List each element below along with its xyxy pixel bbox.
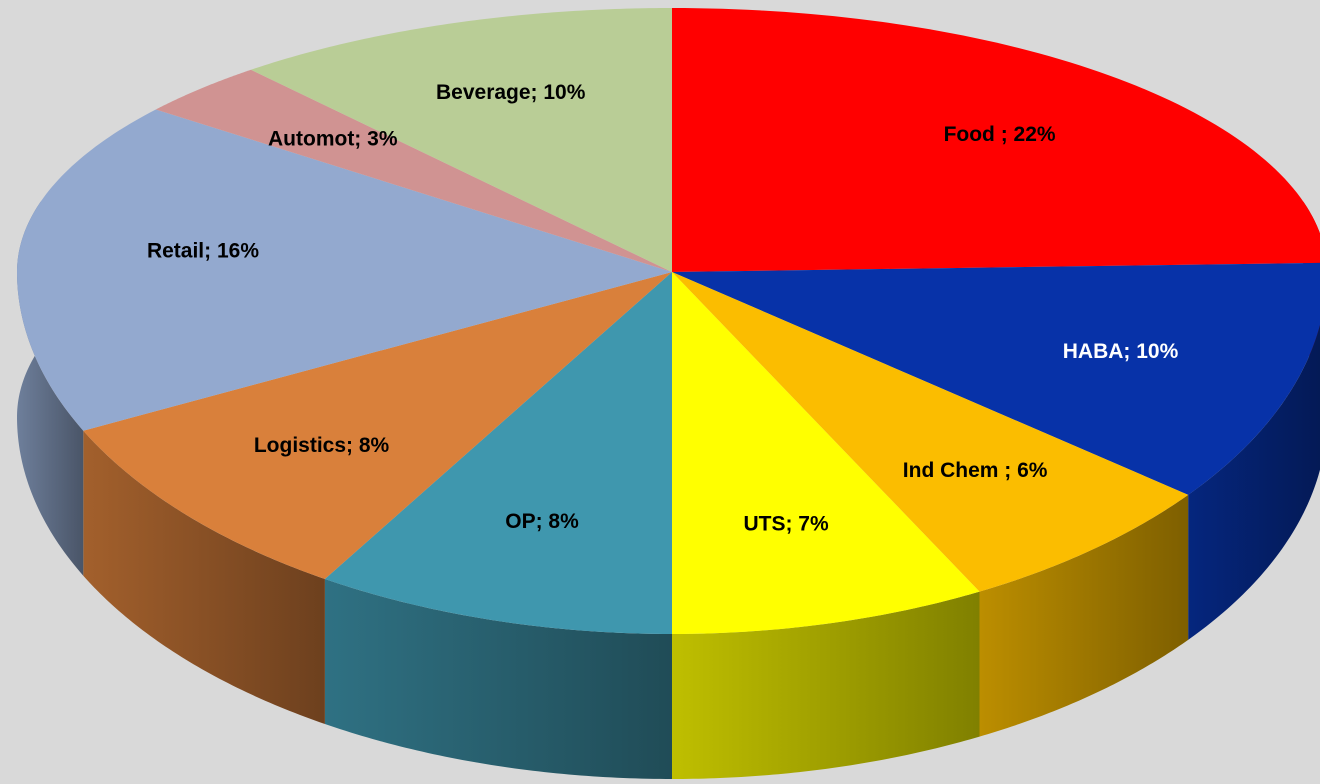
- slice-side: [83, 430, 325, 724]
- data-label: Automot; 3%: [268, 128, 398, 151]
- slice-side: [672, 591, 980, 779]
- slice: [672, 8, 1320, 272]
- slice: [672, 272, 980, 634]
- slice: [672, 262, 1320, 495]
- slice-side: [1188, 324, 1320, 640]
- slice: [672, 272, 1189, 592]
- data-label: HABA; 10%: [1063, 340, 1179, 363]
- slice-side: [979, 494, 1189, 737]
- slice: [250, 8, 672, 272]
- data-label: UTS; 7%: [743, 512, 829, 535]
- slice: [17, 109, 672, 431]
- slice-side: [324, 578, 672, 779]
- data-label: Ind Chem ; 6%: [903, 459, 1048, 482]
- slice: [83, 272, 672, 579]
- slice: [324, 272, 672, 634]
- data-label: OP; 8%: [505, 510, 579, 533]
- data-label: Beverage; 10%: [436, 81, 586, 104]
- data-label: Food ; 22%: [944, 123, 1056, 146]
- slice: [155, 69, 672, 272]
- data-label: Retail; 16%: [147, 240, 259, 263]
- data-label: Logistics; 8%: [254, 434, 390, 457]
